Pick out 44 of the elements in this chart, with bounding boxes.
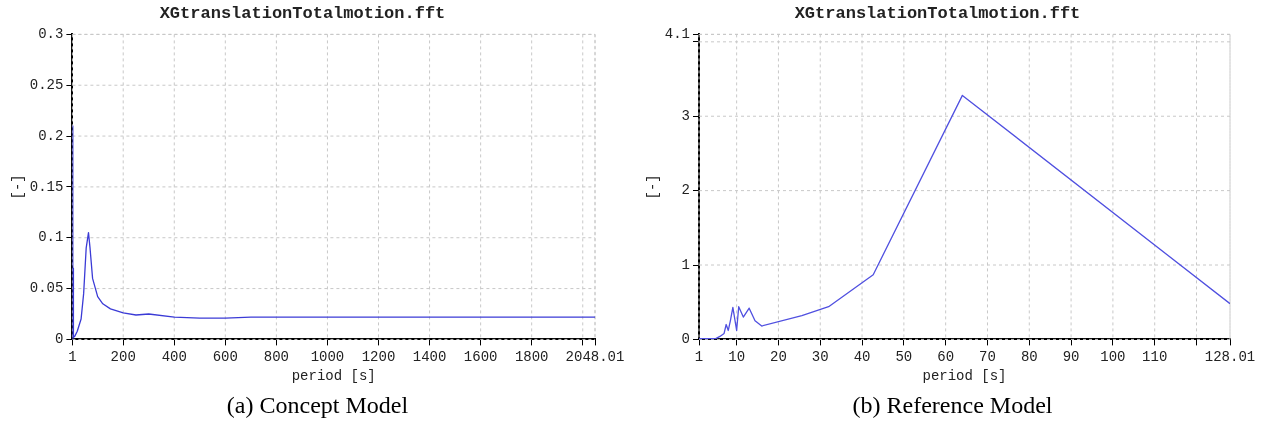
y-axis-title: [-] xyxy=(10,174,27,200)
x-tick-label: 70 xyxy=(979,348,996,365)
y-tick-label: 0.25 xyxy=(29,76,64,93)
y-tick-label: 3 xyxy=(681,107,690,124)
x-tick-label: 2048.01 xyxy=(565,348,625,365)
text: (b) Reference Model xyxy=(851,392,1054,419)
y-tick-label: 0.2 xyxy=(38,127,64,144)
x-tick-label: 40 xyxy=(853,348,871,365)
x-axis-title: period [s] xyxy=(922,368,1007,385)
x-tick-label: 1600 xyxy=(463,348,498,365)
x-tick-label: 400 xyxy=(161,348,187,365)
x-tick-label: 110 xyxy=(1142,348,1168,365)
chart-title: XGtranslationTotalmotion.fft xyxy=(159,4,446,24)
x-tick-label: 600 xyxy=(212,348,238,365)
y-axis-title: [-] xyxy=(645,174,662,200)
x-tick-label: 50 xyxy=(895,348,913,365)
y-tick-label: 0 xyxy=(55,331,64,348)
y-tick-label: 0.1 xyxy=(38,229,64,246)
y-tick-label: 0.05 xyxy=(29,280,64,297)
y-tick-label: 0.15 xyxy=(29,178,64,195)
x-tick-label: 800 xyxy=(263,348,289,365)
text: (a) Concept Model xyxy=(225,392,410,419)
y-tick-label: 2 xyxy=(681,182,690,199)
y-tick-label: 4.1 xyxy=(664,26,690,43)
x-tick-label: 1 xyxy=(68,348,77,365)
chart-title: XGtranslationTotalmotion.fft xyxy=(794,4,1081,24)
y-tick-label: 1 xyxy=(681,256,690,273)
x-tick-label: 200 xyxy=(110,348,136,365)
x-axis-title: period [s] xyxy=(291,368,376,385)
x-tick-label: 1400 xyxy=(412,348,447,365)
x-tick-label: 100 xyxy=(1100,348,1126,365)
y-tick-label: 0.3 xyxy=(38,26,64,43)
x-tick-label: 1 xyxy=(694,348,704,365)
x-tick-label: 1800 xyxy=(514,348,549,365)
x-tick-label: 60 xyxy=(937,348,955,365)
x-tick-label: 30 xyxy=(811,348,829,365)
x-tick-label: 1200 xyxy=(361,348,396,365)
x-tick-label: 10 xyxy=(728,348,746,365)
x-tick-label: 80 xyxy=(1020,348,1038,365)
x-tick-label: 1000 xyxy=(310,348,345,365)
x-tick-label: 128.01 xyxy=(1204,348,1256,365)
x-tick-label: 90 xyxy=(1062,348,1080,365)
y-tick-label: 0 xyxy=(681,331,690,348)
x-tick-label: 20 xyxy=(770,348,787,365)
